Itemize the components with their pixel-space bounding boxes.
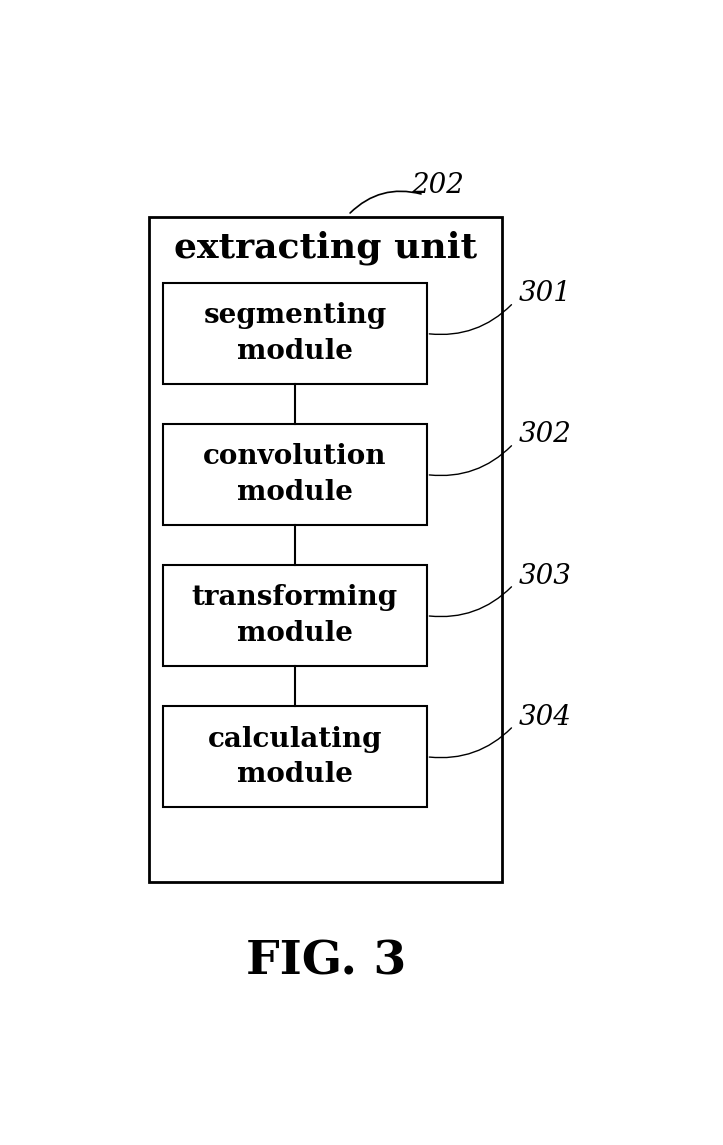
Text: convolution
module: convolution module [203,443,387,506]
Text: transforming
module: transforming module [192,584,398,647]
Text: segmenting
module: segmenting module [203,302,387,365]
Text: 302: 302 [519,421,572,449]
Text: calculating
module: calculating module [208,726,382,788]
Text: 304: 304 [519,703,572,731]
Text: 301: 301 [519,281,572,307]
Text: FIG. 3: FIG. 3 [246,939,406,985]
Text: extracting unit: extracting unit [174,230,477,264]
Text: 303: 303 [519,562,572,590]
Text: 202: 202 [411,173,464,199]
Bar [163,424,427,526]
Bar [163,283,427,385]
Bar [149,216,502,883]
Bar [163,706,427,807]
Bar [163,564,427,666]
